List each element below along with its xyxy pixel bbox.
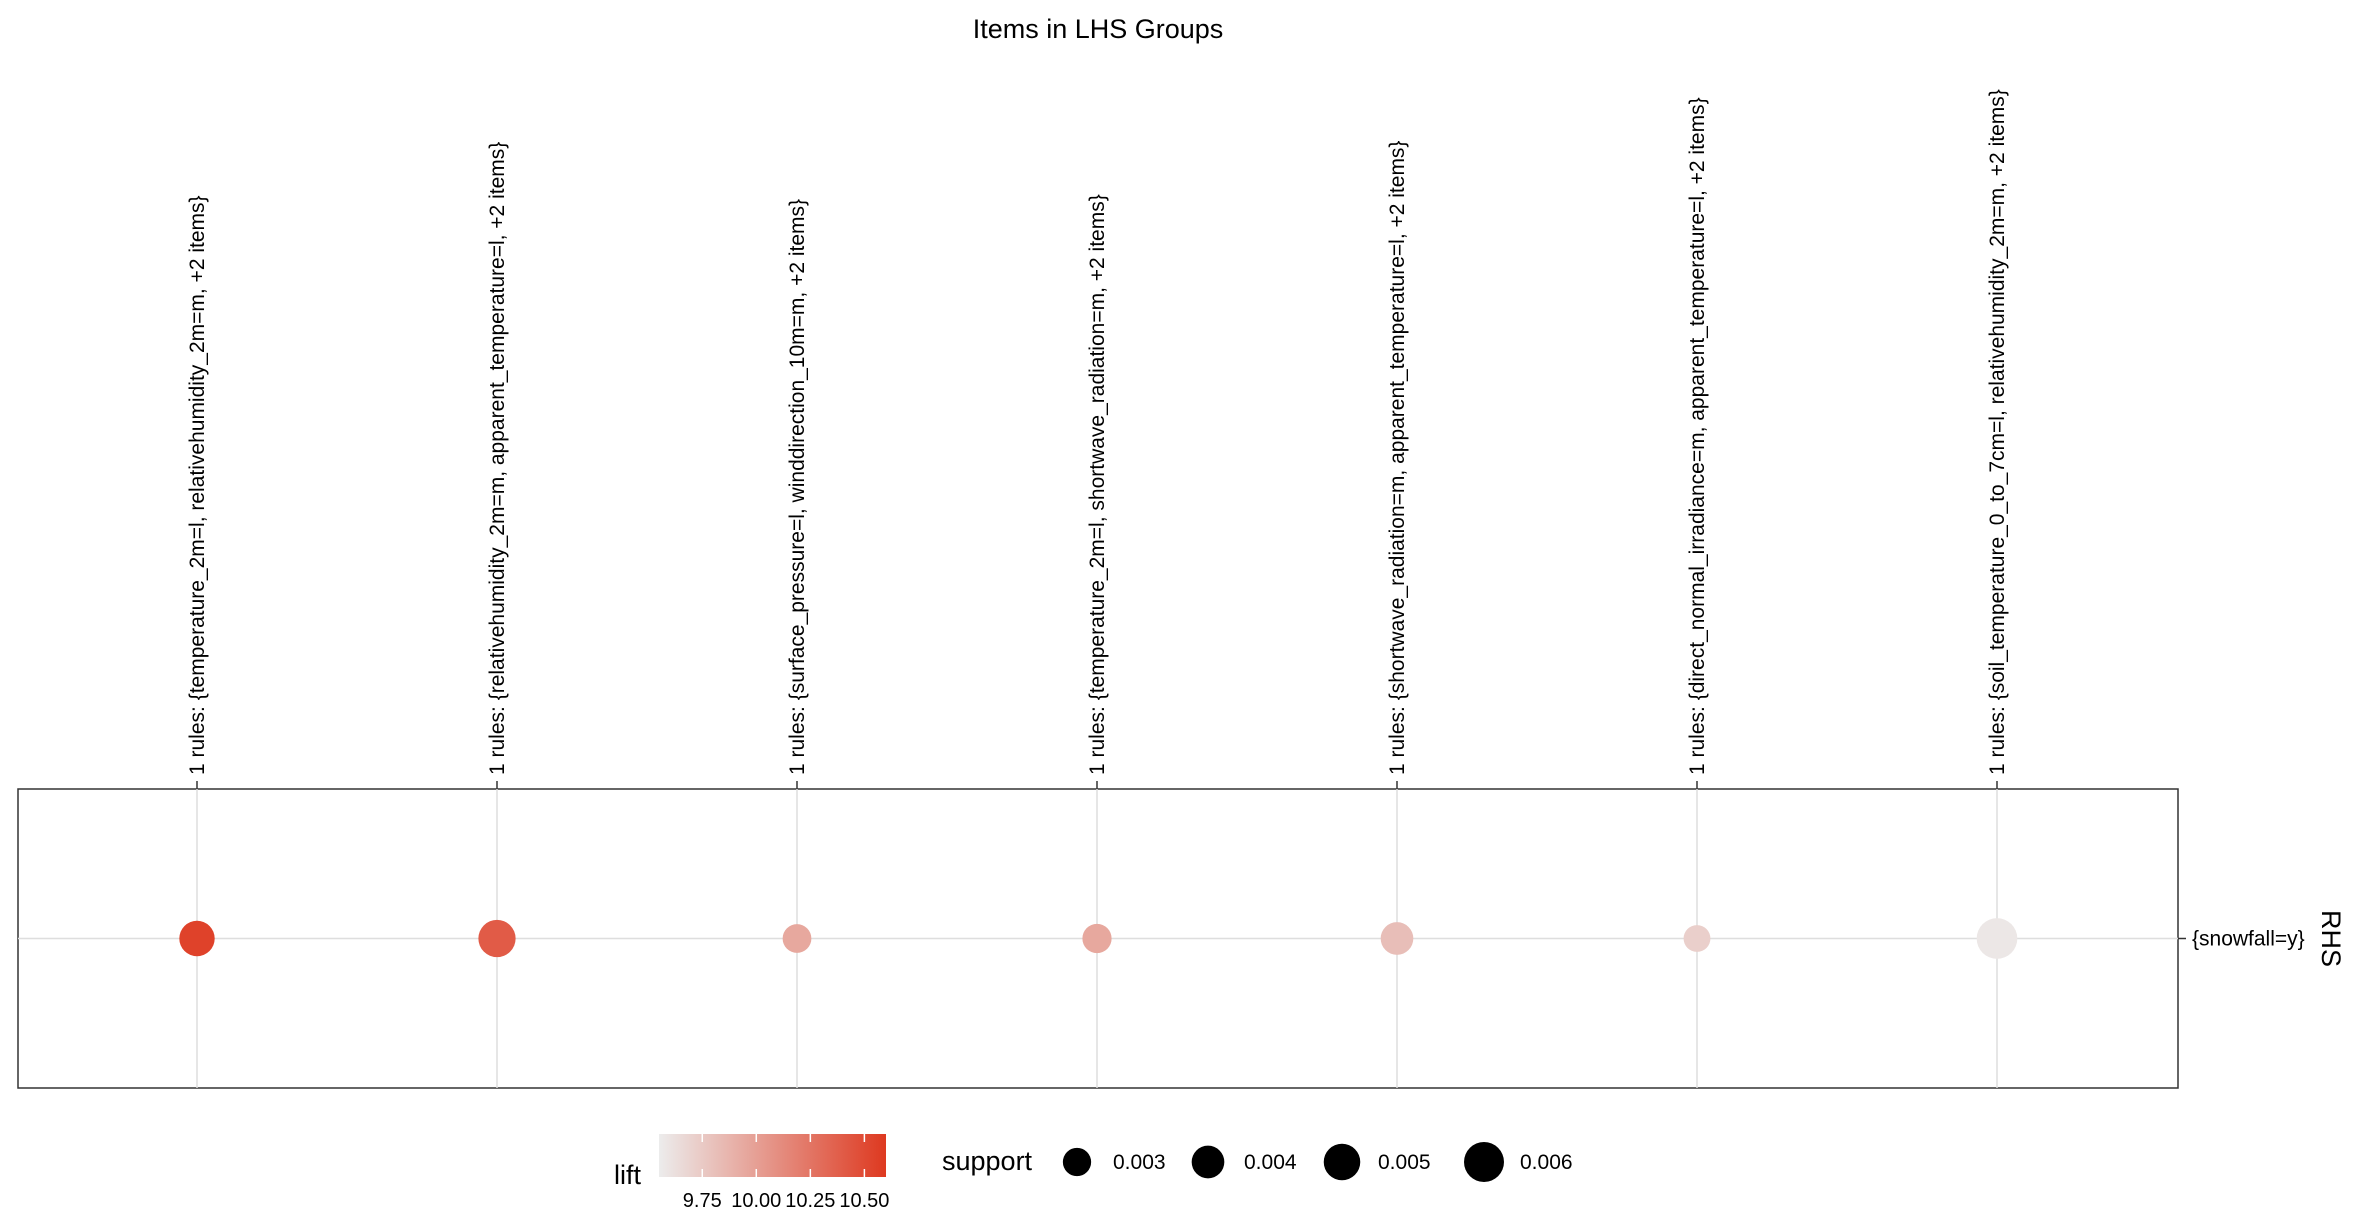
- support-legend-label: 0.003: [1113, 1151, 1166, 1174]
- lift-legend-label: 10.50: [839, 1190, 889, 1212]
- x-tick-label: 1 rules: {temperature_2m=l, shortwave_ra…: [1086, 194, 1109, 775]
- x-tick-label: 1 rules: {shortwave_radiation=m, apparen…: [1386, 141, 1409, 775]
- x-tick-label: 1 rules: {direct_normal_irradiance=m, ap…: [1686, 97, 1709, 775]
- facet-strip-label: RHS: [2316, 910, 2346, 967]
- support-legend-key: [1062, 1147, 1092, 1177]
- data-point: [1082, 923, 1112, 954]
- x-tick-label: 1 rules: {soil_temperature_0_to_7cm=l, r…: [1986, 89, 2009, 775]
- data-point: [179, 920, 215, 957]
- chart-title: Items in LHS Groups: [973, 14, 1224, 44]
- support-legend-label: 0.005: [1378, 1151, 1431, 1174]
- lift-legend-label: 9.75: [683, 1190, 722, 1212]
- x-tick-label: 1 rules: {temperature_2m=l, relativehumi…: [186, 195, 209, 775]
- lift-legend-title: lift: [614, 1160, 641, 1190]
- x-axis-labels: 1 rules: {temperature_2m=l, relativehumi…: [186, 89, 2009, 775]
- x-tick-label: 1 rules: {relativehumidity_2m=m, apparen…: [486, 142, 509, 775]
- support-legend-key: [1191, 1145, 1225, 1179]
- lift-colorbar: [659, 1134, 886, 1177]
- lift-legend: lift 9.75 10.00 10.25 10.50: [614, 1134, 889, 1212]
- support-legend-key: [1323, 1143, 1361, 1181]
- y-axis-labels: {snowfall=y}: [2192, 928, 2305, 951]
- support-legend-key: [1464, 1142, 1504, 1182]
- data-point: [478, 919, 516, 958]
- points: [179, 918, 2018, 959]
- data-point: [1683, 925, 1711, 952]
- support-legend-label: 0.004: [1244, 1151, 1297, 1174]
- y-tick-label: {snowfall=y}: [2192, 928, 2305, 951]
- support-legend-label: 0.006: [1520, 1151, 1573, 1174]
- lift-legend-label: 10.25: [785, 1190, 835, 1212]
- data-point: [1380, 922, 1414, 955]
- data-point: [1976, 918, 2018, 959]
- support-legend: support 0.003 0.004 0.005 0.006: [942, 1142, 1573, 1182]
- x-tick-label: 1 rules: {surface_pressure=l, winddirect…: [786, 199, 809, 775]
- support-legend-title: support: [942, 1146, 1033, 1176]
- data-point: [782, 924, 812, 953]
- lift-legend-label: 10.00: [731, 1190, 781, 1212]
